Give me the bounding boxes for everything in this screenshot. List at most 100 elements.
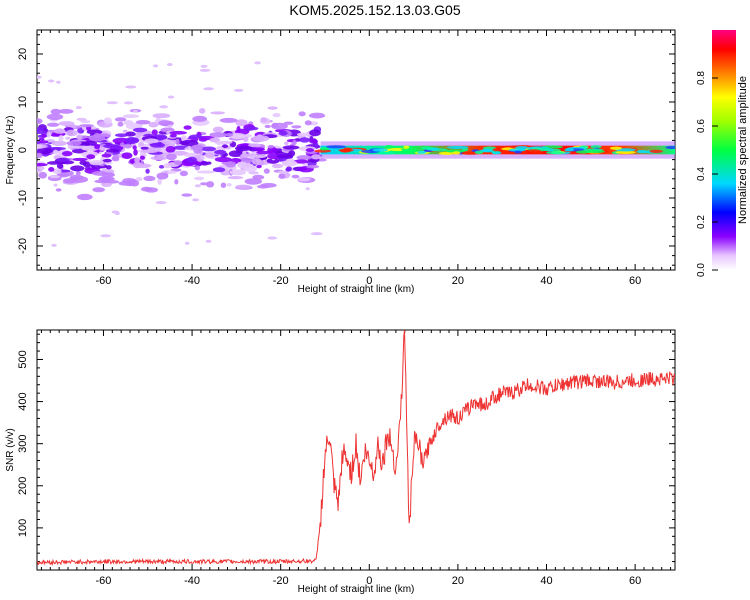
spectrogram-cell <box>272 112 281 118</box>
spectrogram-cell <box>192 198 199 202</box>
spectrogram-cell <box>125 85 137 89</box>
spectrogram-cell <box>564 148 575 152</box>
spectrogram-cell <box>161 148 167 154</box>
spectrogram-cell <box>158 165 165 169</box>
spectrogram-cell <box>140 186 153 192</box>
spectrogram-cell <box>221 161 236 166</box>
spectrogram-xlabel: Height of straight line (km) <box>298 284 415 295</box>
spectrogram-cell <box>263 168 270 174</box>
snr-plot: -60 -40 -20 0 20 40 60 Height of straight line … <box>5 329 676 595</box>
spectrogram-cell <box>319 147 329 151</box>
spectrogram-cell <box>135 119 151 125</box>
spectrogram-cell <box>174 160 183 166</box>
spectrogram-cell <box>140 149 158 154</box>
spectrogram-cell <box>515 146 529 150</box>
spectrogram-cell <box>65 129 78 137</box>
spectrogram-cell <box>105 165 112 170</box>
spectrogram-cell <box>37 152 43 159</box>
spectrogram-cell <box>61 151 73 157</box>
spectrogram-cell <box>271 163 283 169</box>
spectrogram-cell <box>314 149 332 153</box>
spectrogram-cell <box>310 232 323 236</box>
spectrogram-cell <box>249 156 255 160</box>
spectrogram-xtick-label: -40 <box>184 275 200 287</box>
spectrogram-cell <box>278 173 286 179</box>
spectrogram-cell <box>121 152 133 159</box>
spectrogram-cell <box>72 157 88 162</box>
spectrogram-ylabel: Frequency (Hz) <box>5 116 16 185</box>
spectrogram-cell <box>586 149 605 154</box>
spectrogram-cell <box>509 148 526 152</box>
spectrogram-cell <box>172 150 188 156</box>
spectrogram-cell <box>159 105 169 109</box>
spectrogram-cell <box>148 121 159 128</box>
spectrogram-cell <box>461 151 479 155</box>
spectrogram-cell <box>123 101 134 105</box>
spectrogram-cell <box>155 201 167 205</box>
spectrogram-cell <box>180 139 199 147</box>
spectrogram-cell <box>123 143 132 149</box>
spectrogram-cell <box>86 154 96 160</box>
spectrogram-cell <box>166 153 177 161</box>
spectrogram-cell <box>150 156 168 161</box>
spectrogram-cell <box>91 170 108 176</box>
spectrogram-cell <box>38 171 48 179</box>
spectrogram-cell <box>133 149 138 156</box>
snr-xtick-label: 60 <box>629 575 641 587</box>
spectrogram-cell <box>50 133 61 137</box>
spectrogram-cell <box>37 118 43 125</box>
spectrogram-plot: -60 -40 -20 0 20 40 60 Height of straight line … <box>5 29 676 295</box>
spectrogram-cell <box>256 164 262 169</box>
spectrogram-cell <box>168 124 173 128</box>
spectrogram-cell <box>79 124 94 128</box>
spectrogram-cell <box>276 154 294 159</box>
spectrogram-cell <box>53 149 59 155</box>
spectrogram-cell <box>226 182 232 187</box>
spectrogram-cell <box>445 149 466 153</box>
colorbar-tick-label: 0.6 <box>696 119 707 133</box>
spectrogram-ytick-label: -10 <box>17 190 29 206</box>
colorbar: 0.0 0.2 0.4 0.6 0.8 Normalized spectral ampli… <box>696 30 749 277</box>
spectrogram-cell <box>402 149 418 153</box>
spectrogram-cell <box>174 179 179 185</box>
spectrogram-cell <box>132 127 148 133</box>
spectrogram-ytick-label: 0 <box>17 147 29 153</box>
spectrogram-cell <box>49 175 61 179</box>
spectrogram-cell <box>81 141 98 146</box>
spectrogram-xtick-label: 0 <box>366 275 372 287</box>
spectrogram-cell <box>306 164 320 169</box>
spectrogram-cell <box>421 146 433 150</box>
spectrogram-cell <box>298 111 306 117</box>
colorbar-tick-label: 0.8 <box>696 71 707 85</box>
spectrogram-cell <box>192 115 208 122</box>
spectrogram-cell <box>200 161 209 166</box>
spectrogram-cell <box>169 133 177 138</box>
spectrogram-cell <box>169 130 188 135</box>
spectrogram-cell <box>158 120 171 127</box>
spectrogram-cell <box>200 156 205 160</box>
spectrogram-cell <box>372 148 388 152</box>
spectrogram-cell <box>452 151 461 155</box>
snr-xtick-label: -60 <box>96 575 112 587</box>
spectrogram-cell <box>135 176 143 182</box>
spectrogram-cell <box>212 126 224 133</box>
spectrogram-cell <box>161 139 173 145</box>
spectrogram-cell <box>384 145 394 149</box>
spectrogram-cell <box>546 151 565 155</box>
spectrogram-cell <box>94 179 111 184</box>
spectrogram-cell <box>267 144 275 149</box>
spectrogram-cell <box>103 144 120 149</box>
spectrogram-cell <box>521 151 528 155</box>
spectrogram-cell <box>252 154 267 159</box>
spectrogram-cell <box>293 159 309 164</box>
colorbar-label: Normalized spectral amplitude <box>737 76 749 224</box>
spectrogram-cell <box>309 129 321 137</box>
spectrogram-cell <box>193 176 205 181</box>
spectrogram-cell <box>133 109 138 113</box>
spectrogram-cell <box>343 147 352 151</box>
snr-ylabel: SNR (v/v) <box>5 428 16 471</box>
spectrogram-cell <box>248 171 259 175</box>
spectrogram-cell <box>53 128 66 134</box>
spectrogram-cell <box>403 145 410 149</box>
spectrogram-cell <box>152 113 171 119</box>
